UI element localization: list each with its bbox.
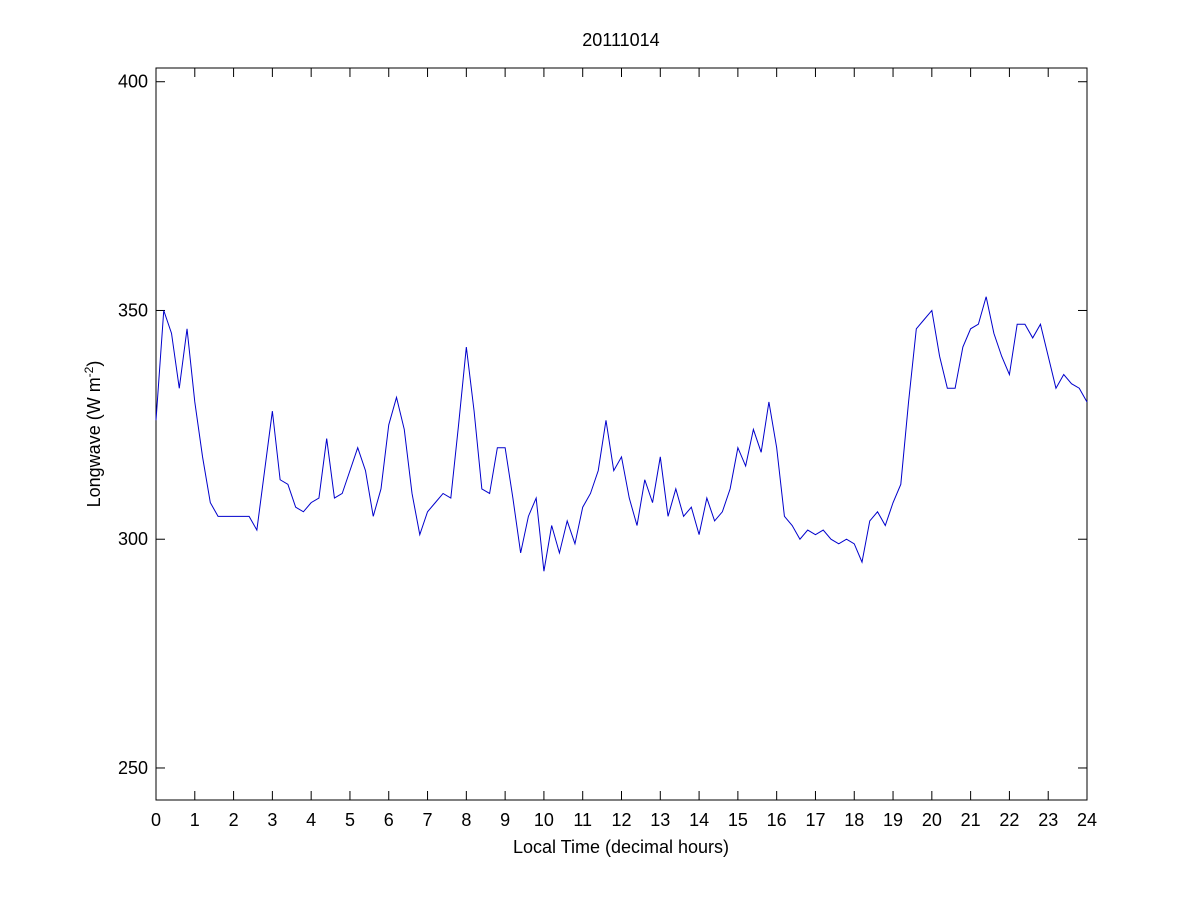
data-line bbox=[155, 296, 1088, 572]
x-tick-label: 7 bbox=[423, 810, 433, 830]
x-tick-label: 10 bbox=[534, 810, 554, 830]
y-axis-label: Longwave (W m-2) bbox=[82, 361, 104, 508]
x-tick-label: 8 bbox=[461, 810, 471, 830]
x-tick-label: 4 bbox=[306, 810, 316, 830]
x-tick-label: 9 bbox=[500, 810, 510, 830]
x-tick-label: 3 bbox=[267, 810, 277, 830]
x-tick-label: 24 bbox=[1077, 810, 1097, 830]
x-tick-label: 6 bbox=[384, 810, 394, 830]
y-tick-label: 350 bbox=[118, 300, 148, 320]
y-label-suffix: ) bbox=[84, 361, 104, 367]
y-tick-label: 400 bbox=[118, 72, 148, 92]
x-tick-label: 20 bbox=[922, 810, 942, 830]
x-tick-label: 15 bbox=[728, 810, 748, 830]
y-label-sup: -2 bbox=[82, 366, 96, 377]
x-tick-label: 17 bbox=[805, 810, 825, 830]
x-tick-label: 23 bbox=[1038, 810, 1058, 830]
x-tick-label: 1 bbox=[190, 810, 200, 830]
x-tick-label: 14 bbox=[689, 810, 709, 830]
chart-title: 20111014 bbox=[582, 30, 659, 50]
x-tick-label: 12 bbox=[611, 810, 631, 830]
x-axis-label: Local Time (decimal hours) bbox=[513, 837, 729, 857]
x-tick-label: 2 bbox=[229, 810, 239, 830]
y-tick-label: 250 bbox=[118, 758, 148, 778]
x-tick-label: 16 bbox=[767, 810, 787, 830]
y-label-text: Longwave (W m bbox=[84, 377, 104, 507]
x-tick-label: 22 bbox=[999, 810, 1019, 830]
plot-frame bbox=[155, 67, 1088, 801]
x-tick-label: 11 bbox=[573, 810, 592, 830]
x-tick-label: 0 bbox=[151, 810, 161, 830]
x-tick-label: 18 bbox=[844, 810, 864, 830]
x-tick-label: 13 bbox=[650, 810, 670, 830]
x-tick-label: 21 bbox=[961, 810, 981, 830]
x-tick-label: 5 bbox=[345, 810, 355, 830]
x-tick-label: 19 bbox=[883, 810, 903, 830]
y-tick-label: 300 bbox=[118, 529, 148, 549]
